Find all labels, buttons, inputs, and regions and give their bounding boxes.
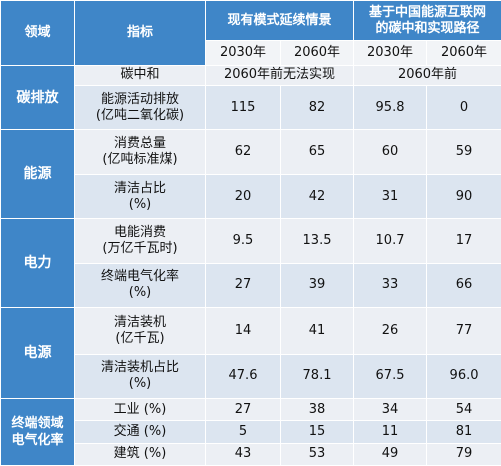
domain-line: 电气化率 (11, 433, 64, 449)
value-cell: 9.5 (205, 218, 281, 264)
value-cell: 53 (279, 442, 355, 466)
value-cell: 42 (279, 173, 355, 220)
header-row-2: 2030年 2060年 2030年 2060年 (1, 40, 501, 66)
value-cell: 82 (279, 84, 355, 131)
value-cell: 47.6 (205, 353, 281, 400)
header-scenario-carbon-neutral-line2: 的碳中和实现路径 (375, 20, 480, 36)
indicator-terminal-electrification: 终端电气化率 (%) (74, 262, 206, 309)
indicator-unit: (亿吨二氧化碳) (95, 107, 185, 123)
header-scenario-baseline: 现有模式延续情景 (204, 0, 355, 42)
value-cell: 54 (426, 398, 501, 422)
value-cell: 43 (205, 442, 281, 466)
value-cell: 31 (353, 173, 428, 220)
indicator-unit: (%) (128, 285, 152, 301)
value-cell: 60 (353, 129, 428, 175)
indicator-line: 清洁装机占比 (100, 360, 179, 376)
value-cell: 115 (205, 84, 281, 131)
domain-terminal-electrification: 终端领域 电气化率 (0, 398, 75, 466)
value-cell: 2060年前无法实现 (204, 64, 355, 86)
indicator-unit: (亿吨标准煤) (102, 152, 178, 168)
value-cell: 77 (426, 307, 501, 355)
indicator-line: 电能消费 (113, 225, 166, 241)
header-year-2030-neutral: 2030年 (353, 40, 428, 66)
value-cell: 67.5 (353, 353, 428, 400)
indicator-industry: 工业 (%) (74, 398, 206, 422)
value-cell: 66 (426, 262, 501, 309)
table-row: 碳排放 碳中和 2060年前无法实现 2060年前 (0, 64, 501, 131)
header-year-2060-neutral: 2060年 (426, 40, 501, 66)
domain-power: 电力 (0, 218, 75, 309)
header-scenario-carbon-neutral: 基于中国能源互联网 的碳中和实现路径 (353, 0, 501, 42)
value-cell: 20 (205, 173, 281, 220)
indicator-clean-share: 清洁占比 (%) (74, 173, 206, 220)
value-cell: 90 (426, 173, 501, 220)
value-cell: 95.8 (353, 84, 428, 131)
value-cell: 0 (426, 84, 501, 131)
value-cell: 27 (205, 398, 281, 422)
header-domain: 领域 (0, 0, 75, 66)
indicator-clean-capacity: 清洁装机 (亿千瓦) (74, 307, 206, 355)
value-cell: 59 (426, 129, 501, 175)
indicator-line: 清洁占比 (113, 180, 166, 196)
indicator-carbon-neutral: 碳中和 (74, 64, 206, 86)
indicator-unit: (%) (128, 196, 152, 212)
value-cell: 38 (279, 398, 355, 422)
table-row: 终端电气化率 (%) 27 39 33 66 (1, 262, 501, 309)
value-cell: 62 (205, 129, 281, 175)
table-row: 清洁装机占比 (%) 47.6 78.1 67.5 96.0 (1, 353, 501, 400)
value-cell: 11 (353, 420, 428, 444)
indicator-transport: 交通 (%) (74, 420, 206, 444)
indicator-total-consumption: 消费总量 (亿吨标准煤) (74, 129, 206, 175)
value-cell: 13.5 (279, 218, 355, 264)
value-cell: 34 (353, 398, 428, 422)
value-cell: 5 (205, 420, 281, 444)
value-cell: 27 (205, 262, 281, 309)
value-cell: 78.1 (279, 353, 355, 400)
header-year-2060-baseline: 2060年 (279, 40, 355, 66)
value-cell: 26 (353, 307, 428, 355)
table-row: 电源 清洁装机 (亿千瓦) 14 41 26 77 (0, 307, 501, 400)
value-cell: 10.7 (353, 218, 428, 264)
header-scenario-carbon-neutral-line1: 基于中国能源互联网 (369, 4, 487, 20)
header-indicator: 指标 (74, 0, 206, 66)
header-row-1: 领域 指标 现有模式延续情景 基于中国能源互联网 的碳中和实现路径 (0, 0, 501, 66)
indicator-unit: (%) (128, 376, 152, 392)
indicator-line: 终端电气化率 (100, 269, 179, 285)
domain-carbon: 碳排放 (0, 64, 75, 131)
domain-power-source: 电源 (0, 307, 75, 400)
value-cell: 96.0 (426, 353, 501, 400)
indicator-clean-capacity-share: 清洁装机占比 (%) (74, 353, 206, 400)
indicator-energy-emissions: 能源活动排放 (亿吨二氧化碳) (74, 84, 206, 131)
table-row: 建筑 (%) 43 53 49 79 (1, 442, 501, 466)
table-row: 能源 消费总量 (亿吨标准煤) 62 65 60 59 (0, 129, 501, 220)
value-cell: 39 (279, 262, 355, 309)
indicator-line: 能源活动排放 (100, 91, 179, 107)
value-cell: 2060年前 (353, 64, 501, 86)
value-cell: 33 (353, 262, 428, 309)
indicator-building: 建筑 (%) (74, 442, 206, 466)
table-row: 电力 电能消费 (万亿千瓦时) 9.5 13.5 10.7 17 (0, 218, 501, 309)
indicator-unit: (亿千瓦) (115, 330, 165, 346)
table-row: 交通 (%) 5 15 11 81 (1, 420, 501, 444)
value-cell: 17 (426, 218, 501, 264)
value-cell: 49 (353, 442, 428, 466)
indicator-line: 消费总量 (113, 136, 166, 152)
table-row: 终端领域 电气化率 工业 (%) 27 38 34 54 (0, 398, 501, 466)
table-row: 清洁占比 (%) 20 42 31 90 (1, 173, 501, 220)
indicator-electricity-consumption: 电能消费 (万亿千瓦时) (74, 218, 206, 264)
value-cell: 41 (279, 307, 355, 355)
value-cell: 81 (426, 420, 501, 444)
value-cell: 79 (426, 442, 501, 466)
table-row: 能源活动排放 (亿吨二氧化碳) 115 82 95.8 0 (1, 84, 501, 131)
domain-energy: 能源 (0, 129, 75, 220)
value-cell: 15 (279, 420, 355, 444)
domain-line: 终端领域 (11, 416, 64, 432)
value-cell: 65 (279, 129, 355, 175)
indicator-unit: (万亿千瓦时) (102, 241, 178, 257)
indicator-line: 清洁装机 (113, 314, 166, 330)
header-year-2030-baseline: 2030年 (205, 40, 281, 66)
value-cell: 14 (205, 307, 281, 355)
